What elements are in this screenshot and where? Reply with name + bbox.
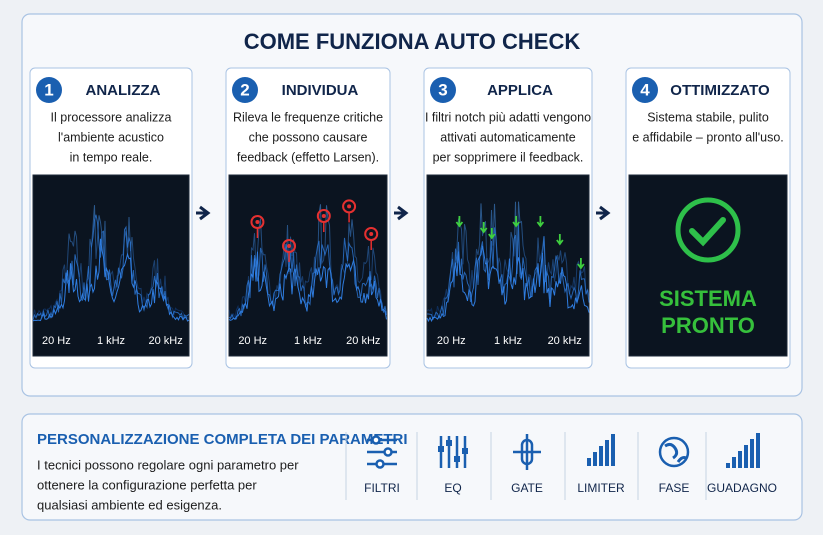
custom-text: I tecnici possono regolare ogni parametr… xyxy=(37,457,299,472)
custom-title: PERSONALIZZAZIONE COMPLETA DEI PARAMETRI xyxy=(37,431,408,448)
critical-dot xyxy=(255,220,260,224)
spectrum xyxy=(228,204,387,320)
notch-marker xyxy=(479,222,488,234)
axis-label: 1 kHz xyxy=(294,335,322,347)
notch-marker xyxy=(536,216,545,228)
step-text: feedback (effetto Larsen). xyxy=(237,150,379,164)
icon xyxy=(375,459,385,469)
control-label: FASE xyxy=(659,481,690,495)
icon xyxy=(438,446,444,452)
custom-text: qualsiasi ambiente ed esigenza. xyxy=(37,497,222,512)
axis-label: 1 kHz xyxy=(97,335,125,347)
control-label: GATE xyxy=(511,481,543,495)
spectrum xyxy=(228,251,387,321)
step-badge xyxy=(36,77,62,103)
icon xyxy=(371,435,381,445)
step-text: attivati automaticamente xyxy=(440,130,576,144)
axis-label: 20 kHz xyxy=(548,335,582,347)
critical-dot xyxy=(287,244,292,248)
icon xyxy=(738,451,742,468)
step-text: per sopprimere il feedback. xyxy=(433,150,584,164)
spectrum xyxy=(426,245,590,323)
arrow xyxy=(596,205,611,221)
control-label: LIMITER xyxy=(577,481,625,495)
step-title: OTTIMIZZATO xyxy=(670,82,770,99)
step-title: ANALIZZA xyxy=(86,82,161,99)
status-text: PRONTO xyxy=(661,313,755,338)
step-text: l'ambiente acustico xyxy=(58,130,164,144)
icon xyxy=(383,447,393,457)
notch-marker xyxy=(488,228,496,240)
step-title: APPLICA xyxy=(487,82,553,99)
check xyxy=(689,217,726,247)
axis-label: 20 kHz xyxy=(346,335,380,347)
icon xyxy=(750,439,754,468)
step-number: 1 xyxy=(44,80,53,99)
icon xyxy=(593,452,597,466)
step-text: che possono causare xyxy=(249,130,368,144)
step-number: 2 xyxy=(240,80,249,99)
step-number: 4 xyxy=(640,80,650,99)
step-number: 3 xyxy=(438,80,447,99)
step-text: e affidabile – pronto all'uso. xyxy=(632,130,784,144)
control-label: FILTRI xyxy=(364,481,400,495)
axis-label: 20 Hz xyxy=(437,335,466,347)
step-text: I filtri notch più adatti vengono xyxy=(425,110,591,124)
main-title: COME FUNZIONA AUTO CHECK xyxy=(244,29,581,54)
arrow xyxy=(196,205,211,221)
icon xyxy=(658,436,690,468)
critical-dot xyxy=(369,232,374,236)
icon xyxy=(664,442,687,463)
screen xyxy=(32,174,190,357)
step-text: Il processore analizza xyxy=(51,110,172,124)
critical-dot xyxy=(321,214,326,218)
icon xyxy=(599,446,603,466)
icon xyxy=(732,457,736,468)
step-badge xyxy=(232,77,258,103)
icon xyxy=(587,458,591,466)
notch-marker xyxy=(455,216,464,228)
arrow xyxy=(394,205,409,221)
axis-label: 20 kHz xyxy=(148,335,182,347)
icon xyxy=(756,433,760,468)
step-badge xyxy=(632,77,658,103)
step-text: Sistema stabile, pulito xyxy=(647,110,769,124)
control-label: GUADAGNO xyxy=(707,481,777,495)
axis-label: 1 kHz xyxy=(494,335,522,347)
custom-text: ottenere la configurazione perfetta per xyxy=(37,477,257,492)
icon xyxy=(611,434,615,466)
status-text: SISTEMA xyxy=(659,286,757,311)
notch-marker xyxy=(577,258,585,270)
step-badge xyxy=(430,77,456,103)
axis-label: 20 Hz xyxy=(238,335,267,347)
axis-label: 20 Hz xyxy=(42,335,71,347)
icon xyxy=(454,456,460,462)
icon xyxy=(726,463,730,468)
icon xyxy=(446,440,452,446)
screen xyxy=(628,174,788,357)
spectrum xyxy=(32,238,190,322)
icon xyxy=(744,445,748,468)
control-label: EQ xyxy=(444,481,461,495)
screen xyxy=(426,174,590,357)
main-panel xyxy=(21,13,803,397)
icon xyxy=(605,440,609,466)
step-text: Rileva le frequenze critiche xyxy=(233,110,383,124)
check-circle xyxy=(675,197,741,263)
critical-dot xyxy=(347,204,352,209)
step-title: INDIVIDUA xyxy=(282,82,359,99)
step-text: in tempo reale. xyxy=(70,150,153,164)
icon xyxy=(462,448,468,454)
notch-marker xyxy=(556,234,564,246)
notch-marker xyxy=(512,216,520,228)
